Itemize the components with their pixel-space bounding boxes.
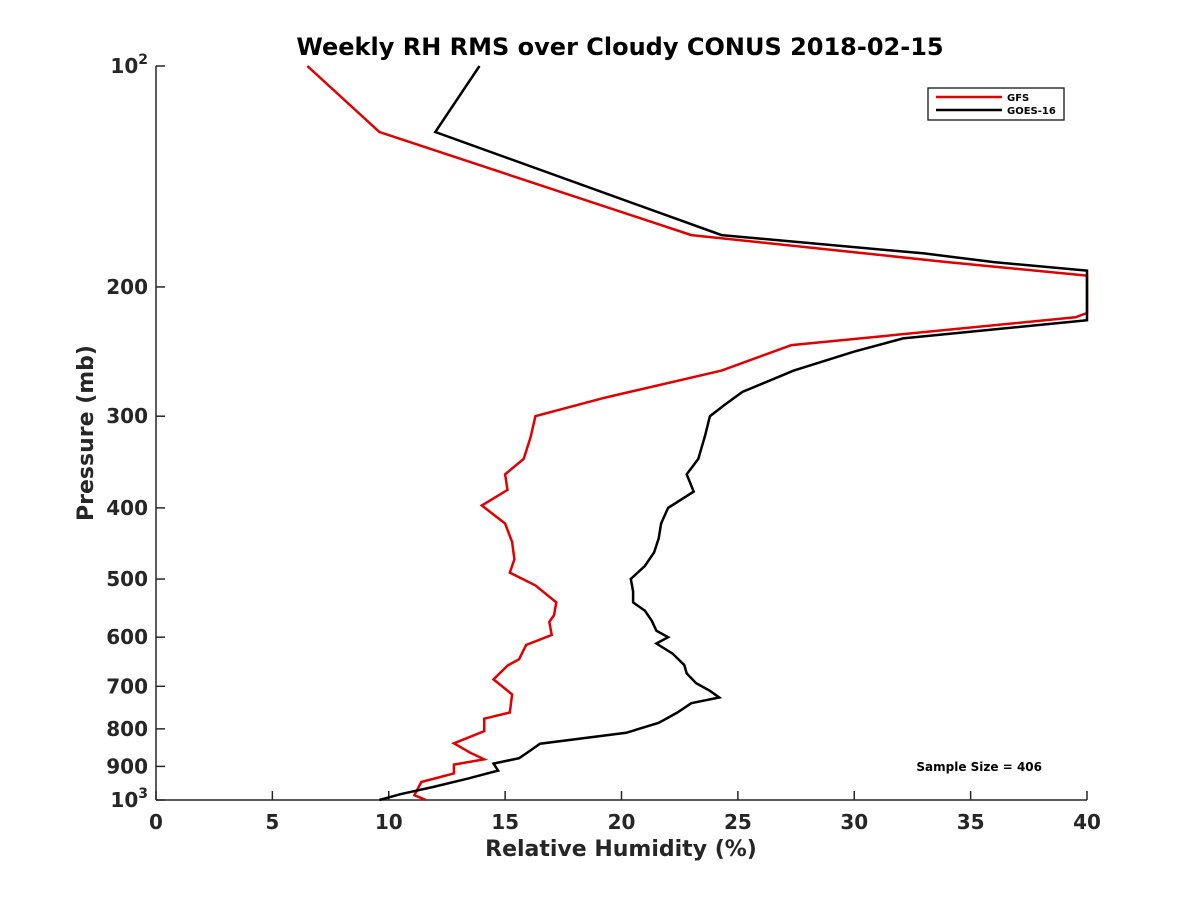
- x-tick-label: 25: [724, 810, 752, 834]
- y-tick-label: 103: [110, 786, 148, 812]
- series-line-goes16: [379, 65, 1089, 802]
- y-tick-label: 800: [106, 717, 148, 741]
- series-line-gfs: [306, 65, 1089, 802]
- x-tick-label: 5: [265, 810, 279, 834]
- x-tick-label: 20: [608, 810, 636, 834]
- y-tick-label: 200: [106, 275, 148, 299]
- y-tick-label: 102: [110, 52, 148, 78]
- x-tick-label: 30: [840, 810, 868, 834]
- x-axis-label: Relative Humidity (%): [485, 837, 757, 862]
- legend-label-goes16: GOES-16: [1007, 106, 1056, 117]
- y-tick-label: 700: [106, 674, 148, 698]
- y-axis-label: Pressure (mb): [74, 345, 99, 521]
- y-tick-label: 500: [106, 567, 148, 591]
- legend-box: [927, 87, 1065, 121]
- x-tick-label: 35: [957, 810, 985, 834]
- series-layer: [306, 65, 1089, 802]
- y-ticks: 102 200 300 400 500 600 700 800 900 103: [106, 52, 165, 812]
- x-tick-label: 40: [1073, 810, 1101, 834]
- x-tick-label: 0: [149, 810, 163, 834]
- x-tick-label: 15: [491, 810, 519, 834]
- chart-title: Weekly RH RMS over Cloudy CONUS 2018-02-…: [296, 33, 943, 61]
- y-tick-label: 600: [106, 625, 148, 649]
- sample-size-annotation: Sample Size = 406: [916, 760, 1042, 774]
- y-tick-label: 900: [106, 754, 148, 778]
- x-ticks: 0 5 10 15 20 25 30 35 40: [149, 791, 1101, 834]
- plot-area: 0 5 10 15 20 25 30 35 40 102 200 300 400 500 600 700 80…: [106, 52, 1101, 834]
- x-tick-label: 10: [375, 810, 403, 834]
- y-tick-label: 300: [106, 404, 148, 428]
- legend: GFS GOES-16: [927, 87, 1065, 121]
- y-tick-label: 400: [106, 496, 148, 520]
- legend-label-gfs: GFS: [1007, 93, 1029, 104]
